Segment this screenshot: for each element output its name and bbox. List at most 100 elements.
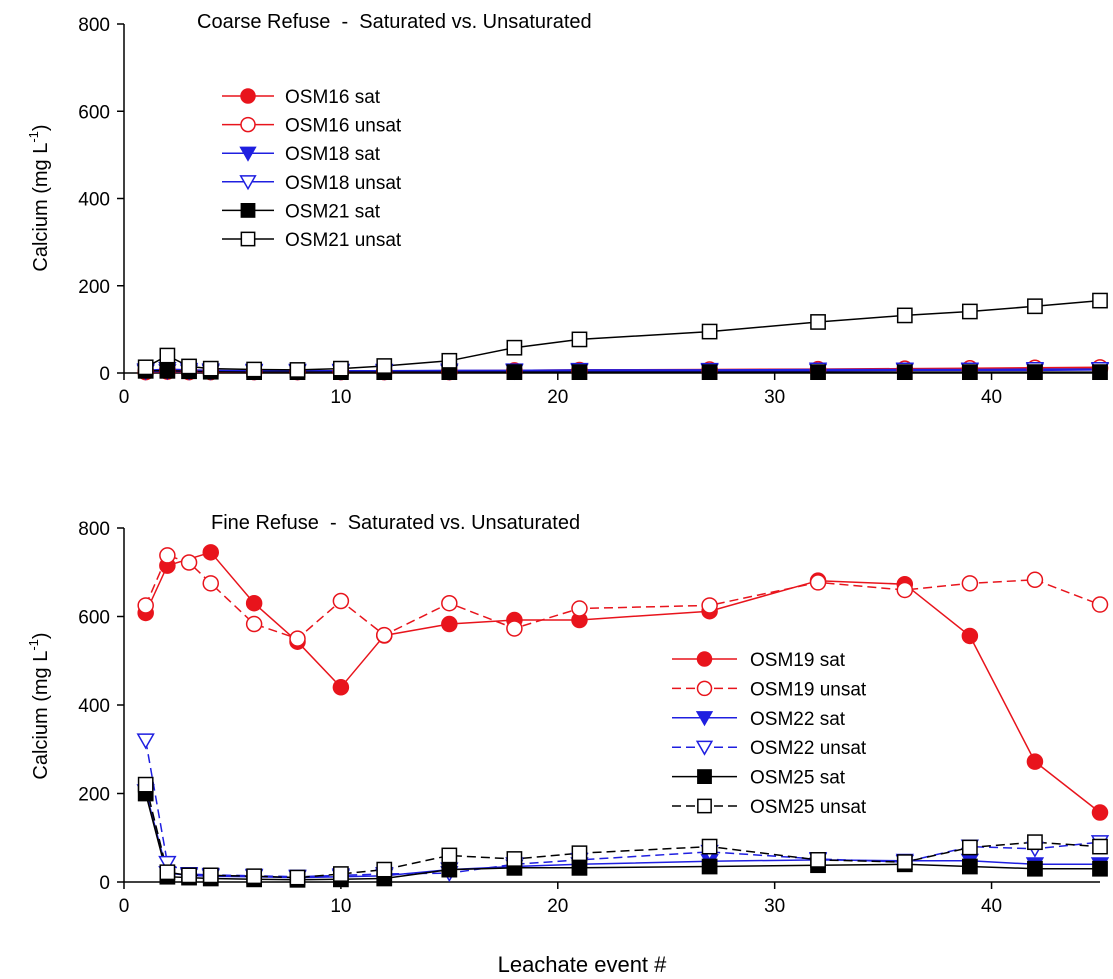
fine-refuse-x-tick-label: 10 — [330, 896, 351, 917]
legend-label-osm19-sat: OSM19 sat — [750, 650, 846, 671]
data-point-osm21-unsat — [181, 358, 197, 375]
legend-marker-osm19-sat — [696, 651, 713, 667]
data-point-osm25-unsat — [441, 847, 458, 864]
legend-entry-osm21-unsat: OSM21 unsat — [222, 230, 402, 251]
data-point-osm21-unsat — [571, 331, 588, 348]
data-point-osm25-sat — [961, 858, 978, 875]
data-point-osm25-unsat — [333, 866, 349, 882]
data-point-osm25-sat — [1027, 860, 1043, 877]
coarse-refuse-y-tick-label: 400 — [78, 190, 110, 211]
legend-marker-osm16-unsat — [240, 116, 256, 133]
legend-marker-osm25-unsat — [697, 798, 712, 814]
data-point-osm19-unsat — [961, 575, 979, 592]
legend-entry-osm21-sat: OSM21 sat — [222, 201, 381, 222]
legend-entry-osm22-unsat: OSM22 unsat — [672, 738, 867, 759]
fine-refuse-axes: 0 200 400 600 800 0 10 20 30 40 — [78, 519, 1100, 917]
fine-refuse-y-tick-label: 0 — [99, 873, 110, 894]
data-point-osm25-unsat — [376, 861, 393, 878]
data-point-osm19-unsat — [159, 547, 176, 564]
data-point-osm21-unsat — [506, 339, 523, 356]
coarse-refuse-series-lines — [145, 299, 1101, 373]
data-point-osm21-unsat — [1027, 298, 1043, 315]
data-point-osm21-unsat — [246, 361, 263, 378]
fine-refuse-ylabel-text: Calcium (mg L — [30, 651, 52, 780]
data-point-osm19-unsat — [202, 575, 220, 592]
data-point-osm21-sat — [571, 364, 588, 381]
data-point-osm25-unsat — [961, 839, 978, 856]
data-point-osm25-sat — [571, 859, 588, 876]
coarse-refuse-ylabel: Calcium (mg L-1) — [26, 124, 52, 271]
data-point-osm21-unsat — [376, 358, 393, 374]
coarse-refuse-x-tick-label: 20 — [547, 387, 568, 408]
data-point-osm21-sat — [701, 364, 718, 381]
coarse-refuse-axes: 0 200 400 600 800 0 10 20 30 40 — [78, 15, 1100, 408]
data-point-osm19-unsat — [180, 554, 198, 571]
legend-marker-osm22-sat — [695, 711, 714, 727]
coarse-refuse-legend: OSM16 sat OSM16 unsat OSM18 sat OSM18 unsat… — [222, 87, 402, 251]
data-point-osm19-sat — [202, 544, 220, 561]
legend-label-osm16-sat: OSM16 sat — [285, 87, 381, 108]
series-line-osm22-sat — [144, 791, 1100, 879]
data-point-osm25-unsat — [202, 867, 219, 884]
data-point-osm19-unsat — [809, 574, 827, 591]
coarse-refuse-y-tick-label: 800 — [78, 15, 110, 36]
fine-refuse-ylabel-close: ) — [30, 632, 52, 639]
data-point-osm25-unsat — [181, 867, 197, 884]
series-line-osm25-sat — [144, 793, 1100, 881]
data-point-osm25-unsat — [896, 854, 913, 870]
legend-label-osm25-sat: OSM25 sat — [750, 768, 846, 789]
fine-refuse-x-tick-label: 20 — [547, 896, 568, 917]
legend-label-osm22-sat: OSM22 sat — [750, 709, 846, 730]
data-point-osm25-unsat — [810, 852, 826, 868]
data-point-osm25-unsat — [246, 868, 263, 885]
coarse-refuse-series-markers — [136, 292, 1110, 381]
data-point-osm21-unsat — [441, 352, 458, 369]
data-point-osm21-sat — [1027, 364, 1043, 381]
data-point-osm19-sat — [332, 679, 350, 696]
data-point-osm21-unsat — [202, 360, 219, 377]
data-point-osm19-unsat — [506, 620, 523, 637]
data-point-osm19-sat — [441, 615, 458, 633]
fine-refuse-xlabel: Leachate event # — [498, 952, 668, 977]
data-point-osm21-unsat — [810, 314, 826, 330]
legend-label-osm22-unsat: OSM22 unsat — [750, 738, 867, 759]
fine-refuse-y-tick-label: 400 — [78, 696, 110, 717]
data-point-osm25-unsat — [289, 869, 306, 886]
data-point-osm19-unsat — [896, 581, 914, 599]
data-point-osm19-unsat — [245, 615, 263, 633]
fine-refuse-panel: 0 200 400 600 800 0 10 20 30 40 Fine Refuse - Sat… — [26, 512, 1110, 977]
data-point-osm19-unsat — [1091, 596, 1109, 613]
data-point-osm19-unsat — [571, 600, 588, 617]
data-point-osm21-unsat — [159, 347, 176, 364]
coarse-refuse-x-tick-label: 0 — [119, 387, 130, 408]
coarse-refuse-y-tick-label: 600 — [78, 102, 110, 123]
legend-entry-osm25-sat: OSM25 sat — [672, 768, 846, 789]
legend-marker-osm18-unsat — [239, 175, 257, 191]
legend-entry-osm18-unsat: OSM18 unsat — [222, 173, 402, 194]
data-point-osm25-sat — [701, 858, 718, 875]
legend-marker-osm21-sat — [240, 203, 256, 218]
data-point-osm25-unsat — [571, 845, 588, 862]
data-point-osm25-unsat — [1092, 838, 1108, 855]
data-point-osm21-unsat — [333, 360, 349, 377]
legend-entry-osm19-unsat: OSM19 unsat — [672, 679, 867, 700]
fine-refuse-y-tick-label: 600 — [78, 608, 110, 629]
coarse-refuse-y-tick-label: 200 — [78, 277, 110, 298]
series-line-osm21-unsat — [145, 299, 1101, 371]
legend-marker-osm25-sat — [697, 769, 712, 785]
coarse-refuse-x-tick-label: 30 — [764, 387, 785, 408]
data-point-osm22-unsat — [158, 855, 177, 872]
fine-refuse-x-tick-label: 40 — [981, 896, 1002, 917]
coarse-refuse-ylabel-text: Calcium (mg L — [30, 143, 52, 272]
data-point-osm21-unsat — [289, 362, 306, 378]
data-point-osm19-sat — [245, 594, 263, 612]
coarse-refuse-ylabel-superscript: -1 — [26, 131, 41, 143]
coarse-refuse-ylabel-close: ) — [30, 124, 52, 131]
fine-refuse-legend: OSM19 sat OSM19 unsat OSM22 sat OSM22 unsat… — [672, 650, 867, 818]
fine-refuse-y-tick-label: 200 — [78, 785, 110, 806]
fine-refuse-x-tick-label: 0 — [119, 896, 130, 917]
data-point-osm25-unsat — [159, 864, 176, 881]
fine-refuse-title: Fine Refuse - Saturated vs. Unsaturated — [211, 512, 580, 534]
legend-entry-osm19-sat: OSM19 sat — [672, 650, 846, 671]
